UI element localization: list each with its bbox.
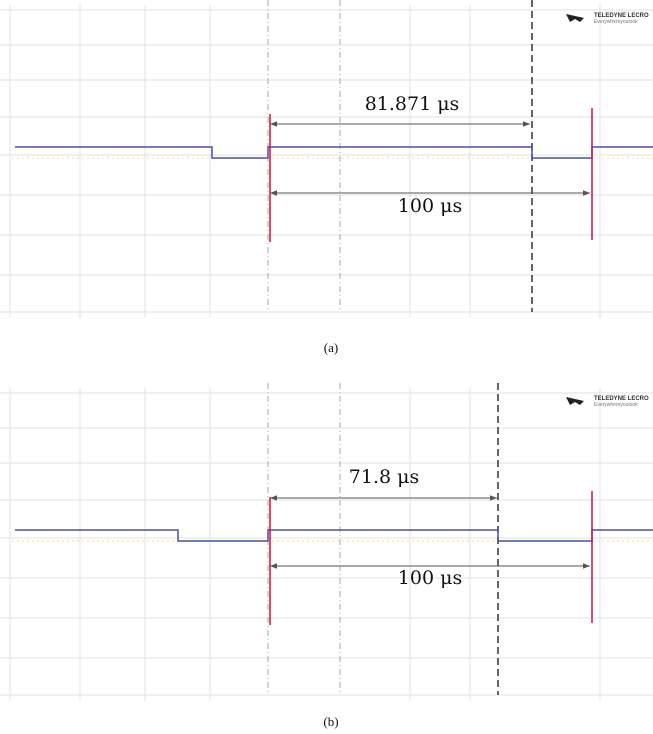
waveform [15, 530, 653, 541]
logo-icon [566, 14, 584, 22]
panel-label: (a) [324, 340, 338, 355]
grid [0, 5, 653, 318]
figure: 81.871 μs100 μsTELEDYNE LECROEverywherey… [0, 0, 653, 734]
logo-icon [566, 397, 584, 405]
logo-tagline: Everywhereyoulook [594, 402, 638, 408]
logo-tagline: Everywhereyoulook [594, 19, 638, 25]
measure-label: 81.871 μs [365, 93, 460, 115]
measure-label: 100 μs [398, 195, 462, 217]
waveform [15, 147, 653, 158]
measure-label: 71.8 μs [349, 466, 419, 488]
grid [0, 388, 653, 701]
page: 81.871 μs100 μsTELEDYNE LECROEverywherey… [0, 0, 653, 734]
measure-label: 100 μs [398, 567, 462, 589]
panel-label: (b) [323, 714, 338, 729]
